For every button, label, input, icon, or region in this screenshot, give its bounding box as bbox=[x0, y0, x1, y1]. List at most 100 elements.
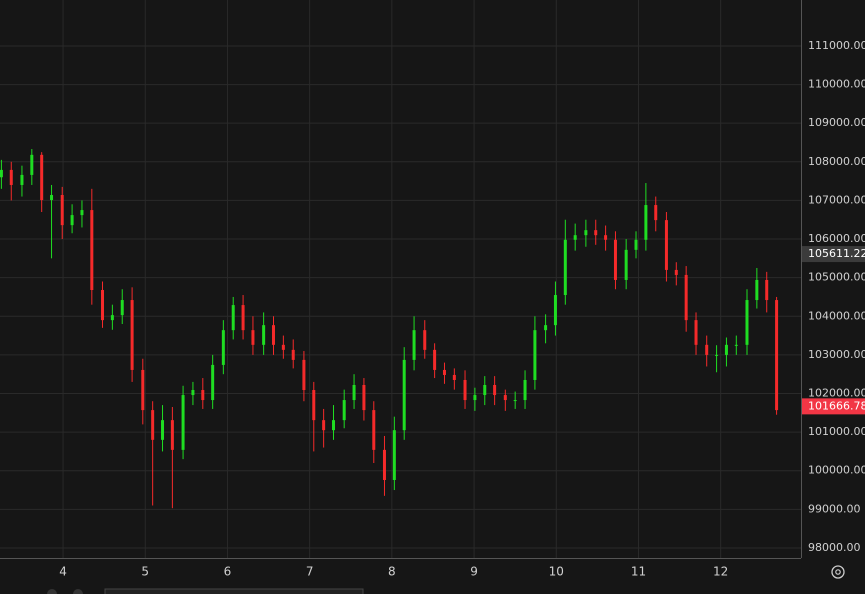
candle-body bbox=[332, 420, 336, 431]
candle-body bbox=[734, 344, 738, 346]
candle-body bbox=[40, 154, 44, 201]
y-tick-label: 109000.00 bbox=[808, 116, 865, 129]
candle-body bbox=[705, 344, 709, 355]
candle-body bbox=[473, 395, 477, 401]
candle-body bbox=[302, 359, 306, 391]
candle-body bbox=[221, 330, 225, 365]
candle-body bbox=[765, 279, 769, 301]
candle-body bbox=[533, 330, 537, 380]
candle-body bbox=[0, 169, 3, 178]
candle-body bbox=[463, 379, 467, 401]
candle-body bbox=[141, 369, 145, 411]
y-tick-label: 111000.00 bbox=[808, 39, 865, 52]
scrollbar[interactable] bbox=[104, 588, 364, 594]
nav-button[interactable] bbox=[47, 589, 57, 594]
candle-body bbox=[563, 239, 567, 296]
x-tick-label: 4 bbox=[59, 565, 67, 579]
candle-body bbox=[433, 349, 437, 370]
candle-body bbox=[130, 300, 134, 370]
candle-body bbox=[50, 195, 54, 201]
y-tick-label: 110000.00 bbox=[808, 78, 865, 91]
x-tick-label: 12 bbox=[713, 565, 728, 579]
candle-body bbox=[503, 395, 507, 401]
candle-body bbox=[231, 305, 235, 331]
price-tag-label: 105611.22 bbox=[808, 247, 865, 260]
axes: 98000.00 99000.00 100000.00 101000.00 102000… bbox=[59, 39, 865, 579]
x-tick-label: 11 bbox=[631, 565, 646, 579]
candle-body bbox=[211, 364, 215, 401]
gear-hub bbox=[835, 569, 841, 575]
candle-body bbox=[271, 325, 275, 345]
candle-body bbox=[604, 235, 608, 240]
candle-body bbox=[775, 300, 779, 411]
candle-body bbox=[322, 420, 326, 431]
candle-body bbox=[90, 210, 94, 291]
candle-body bbox=[412, 330, 416, 360]
candle-body bbox=[624, 249, 628, 280]
settings-button[interactable] bbox=[831, 565, 845, 579]
nav-button[interactable] bbox=[73, 589, 83, 594]
y-tick-label: 103000.00 bbox=[808, 348, 865, 361]
x-tick-label: 8 bbox=[388, 565, 396, 579]
y-tick-label: 101000.00 bbox=[808, 425, 865, 438]
candle-body bbox=[80, 210, 84, 216]
candle-body bbox=[191, 390, 195, 396]
candle-body bbox=[654, 205, 658, 221]
candle-body bbox=[281, 344, 285, 350]
candle-body bbox=[20, 174, 24, 185]
candle-body bbox=[634, 239, 638, 250]
x-tick-label: 9 bbox=[470, 565, 478, 579]
x-tick-label: 10 bbox=[549, 565, 564, 579]
candle-body bbox=[644, 205, 648, 240]
candle-body bbox=[262, 325, 266, 345]
price-tag-label: 101666.78 bbox=[808, 399, 865, 412]
candle-body bbox=[483, 385, 487, 396]
candle-body bbox=[201, 390, 205, 401]
candle-body bbox=[110, 315, 114, 321]
y-tick-label: 98000.00 bbox=[808, 541, 861, 554]
candle-body bbox=[694, 320, 698, 345]
candle-body bbox=[452, 374, 456, 380]
candle-body bbox=[342, 400, 346, 421]
candle-body bbox=[312, 390, 316, 421]
candle-body bbox=[553, 295, 557, 326]
candle-body bbox=[170, 420, 174, 450]
candle-body bbox=[241, 305, 245, 331]
x-tick-label: 7 bbox=[306, 565, 314, 579]
candle-body bbox=[9, 169, 13, 185]
candle-body bbox=[382, 449, 386, 480]
y-tick-label: 105000.00 bbox=[808, 271, 865, 284]
price-tag bbox=[802, 398, 865, 415]
gear-icon[interactable] bbox=[831, 565, 845, 579]
candle-body bbox=[745, 300, 749, 345]
candle-body bbox=[352, 385, 356, 401]
y-tick-label: 99000.00 bbox=[808, 502, 861, 515]
candle-body bbox=[70, 215, 74, 226]
candle-body bbox=[181, 395, 185, 450]
candle-body bbox=[423, 330, 427, 350]
candle-body bbox=[544, 325, 548, 331]
candle-body bbox=[513, 400, 517, 402]
candle-body bbox=[120, 300, 124, 316]
candle-body bbox=[715, 354, 719, 356]
candle-body bbox=[392, 430, 396, 480]
candle-body bbox=[372, 410, 376, 450]
candle-body bbox=[573, 235, 577, 240]
candle-body bbox=[362, 385, 366, 411]
price-tag bbox=[802, 246, 865, 263]
y-tick-label: 100000.00 bbox=[808, 464, 865, 477]
y-tick-label: 107000.00 bbox=[808, 193, 865, 206]
candle-body bbox=[684, 274, 688, 321]
candle-body bbox=[523, 379, 527, 401]
candle-body bbox=[594, 230, 598, 236]
candle-body bbox=[402, 359, 406, 431]
x-tick-label: 5 bbox=[141, 565, 149, 579]
candle-body bbox=[755, 279, 759, 301]
candle-body bbox=[251, 330, 255, 345]
candle-body bbox=[151, 410, 155, 440]
candle-body bbox=[493, 385, 497, 396]
candle-body bbox=[30, 154, 34, 175]
candle-body bbox=[442, 369, 446, 375]
